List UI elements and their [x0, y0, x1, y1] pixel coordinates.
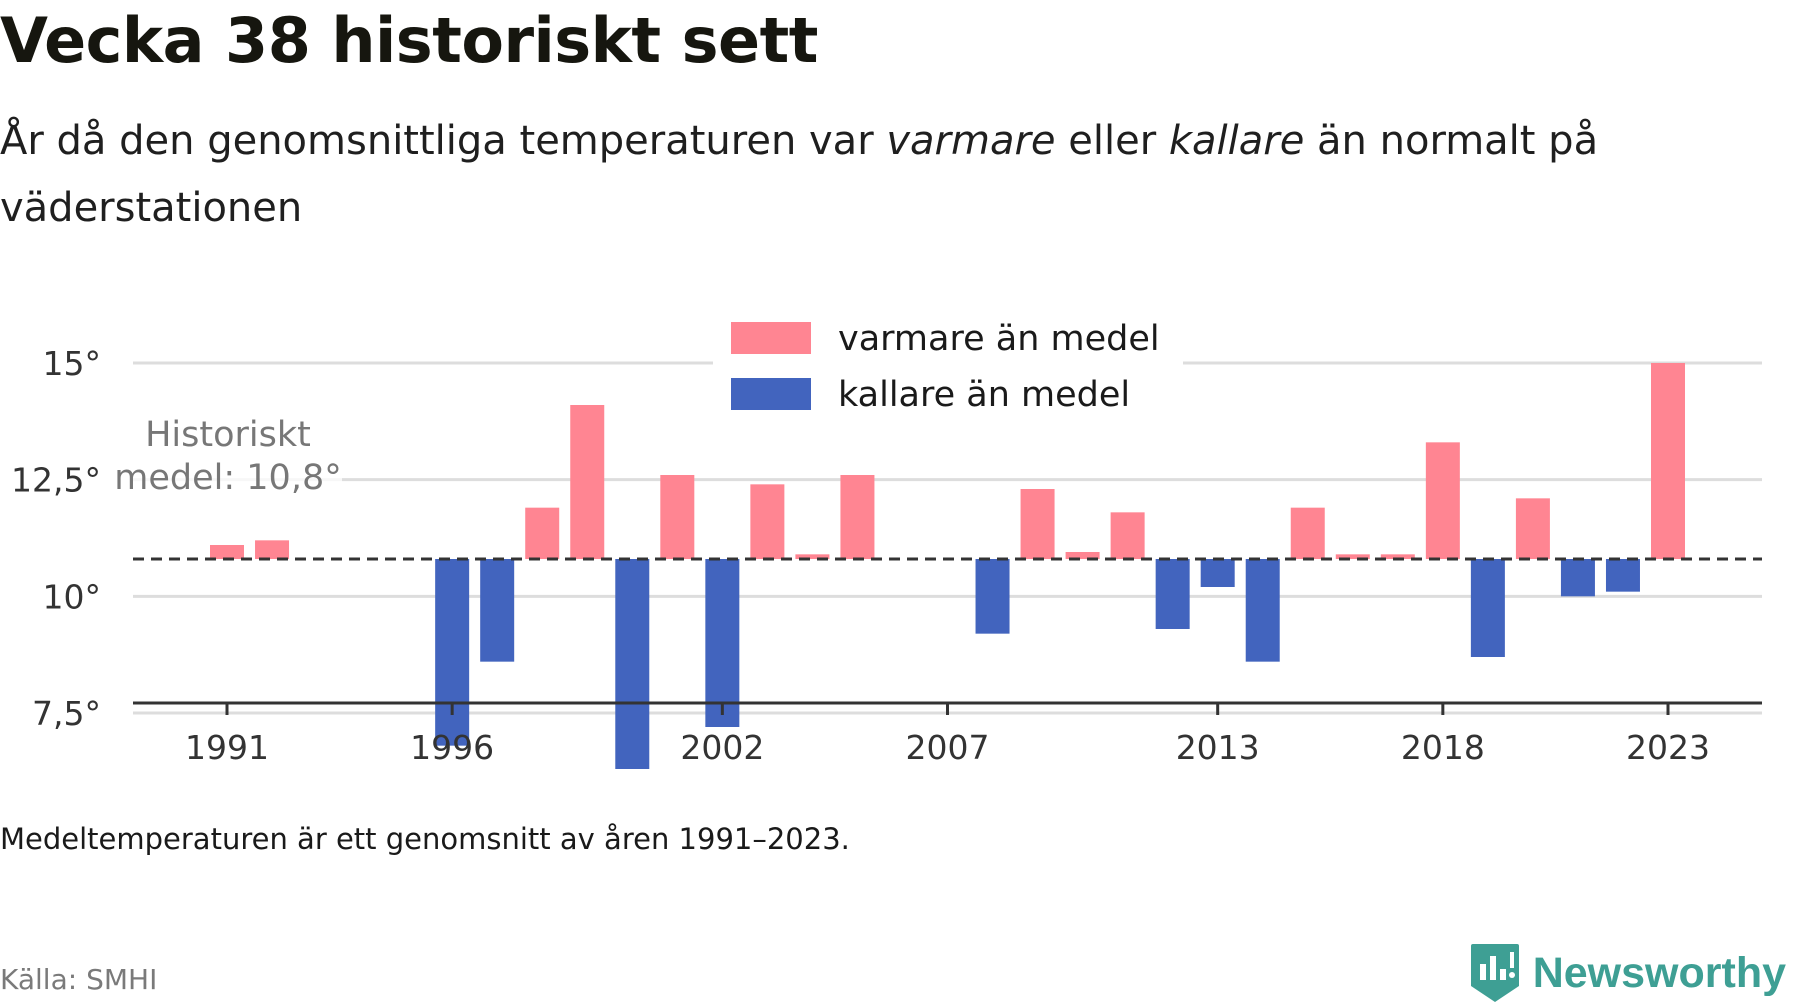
baseline-label-bg — [114, 458, 342, 498]
bar-warmer — [210, 545, 244, 559]
x-tick-label: 2023 — [1626, 728, 1710, 767]
bar-warmer — [1651, 363, 1685, 559]
x-tick-label: 1991 — [185, 728, 269, 767]
bar-warmer — [1515, 498, 1550, 559]
bar-warmer — [1425, 442, 1460, 559]
bar-colder — [1155, 559, 1190, 629]
bar-colder — [1470, 559, 1505, 657]
bar-warmer — [1380, 554, 1415, 559]
bar-colder — [1200, 559, 1235, 587]
bar-colder — [705, 559, 740, 727]
brand-name: Newsworthy — [1532, 948, 1786, 997]
bar-colder — [615, 559, 650, 769]
bar-warmer — [750, 484, 785, 559]
subtitle-text-1: År då den genomsnittliga temperaturen va… — [0, 118, 887, 164]
baseline-label-line2: medel: 10,8° — [114, 458, 341, 498]
x-tick-label: 1996 — [410, 728, 494, 767]
bar-colder — [1605, 559, 1640, 592]
x-tick-label: 2018 — [1401, 728, 1485, 767]
bar-warmer — [1290, 507, 1325, 559]
y-tick-label: 12,5° — [11, 461, 101, 500]
legend-swatch-warmer — [731, 322, 811, 354]
subtitle-text-3: än normalt på väderstationen — [0, 118, 1599, 231]
source-credit: Källa: SMHI — [0, 963, 158, 996]
subtitle-emphasis-colder: kallare — [1168, 118, 1305, 164]
bar-warmer — [1020, 489, 1055, 559]
baseline-label-line1: Historiskt — [145, 415, 311, 455]
bar-warmer — [570, 405, 605, 559]
newsworthy-logo-icon — [1470, 944, 1519, 1002]
bar-colder — [975, 559, 1010, 634]
bar-warmer — [660, 475, 695, 559]
bar-warmer — [255, 540, 290, 559]
y-tick-label: 10° — [43, 577, 102, 616]
bar-warmer — [1110, 512, 1145, 559]
bar-warmer — [795, 554, 830, 559]
y-tick-label: 7,5° — [32, 694, 101, 733]
bar-warmer — [1335, 554, 1370, 559]
y-tick-label: 15° — [43, 344, 102, 383]
subtitle-text-2: eller — [1055, 118, 1169, 164]
footnote: Medeltemperaturen är ett genomsnitt av å… — [0, 822, 850, 856]
bar-warmer — [525, 507, 560, 559]
subtitle-emphasis-warmer: varmare — [886, 118, 1056, 164]
legend-label-colder: kallare än medel — [838, 375, 1130, 415]
x-tick-label: 2007 — [906, 728, 990, 767]
bar-colder — [1560, 559, 1595, 597]
bar-colder — [480, 559, 515, 662]
chart-subtitle: År då den genomsnittliga temperaturen va… — [0, 108, 1720, 242]
bar-warmer — [1065, 552, 1100, 559]
legend-swatch-colder — [731, 378, 811, 410]
x-tick-label: 2002 — [680, 728, 764, 767]
brand-logo: Newsworthy — [1469, 942, 1786, 1004]
bar-colder — [1245, 559, 1280, 662]
baseline-label-bg — [139, 415, 317, 455]
bar-colder — [435, 559, 470, 746]
legend-label-warmer: varmare än medel — [838, 319, 1160, 359]
bar-warmer — [840, 475, 875, 559]
chart-title: Vecka 38 historiskt sett — [0, 4, 818, 77]
x-tick-label: 2013 — [1176, 728, 1260, 767]
